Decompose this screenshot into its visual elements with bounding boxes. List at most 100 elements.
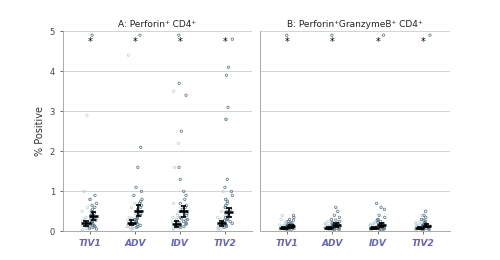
Point [136, 213, 144, 217]
Point [330, 226, 338, 230]
Point [222, 203, 230, 207]
Point [132, 219, 140, 224]
Point [221, 222, 229, 226]
Point [131, 217, 139, 222]
Point [278, 226, 286, 230]
Point [176, 201, 184, 205]
Point [280, 224, 287, 228]
Point [214, 225, 222, 230]
Point [132, 220, 140, 225]
Point [177, 225, 185, 230]
Point [130, 193, 138, 197]
Point [278, 213, 286, 217]
Point [132, 220, 140, 225]
Point [416, 219, 424, 224]
Point [222, 223, 230, 228]
Point [284, 228, 292, 232]
Point [175, 220, 183, 225]
Point [86, 197, 94, 202]
Point [286, 226, 294, 230]
Point [422, 222, 430, 226]
Point [83, 225, 91, 229]
Point [170, 228, 177, 232]
Point [88, 220, 96, 224]
Point [170, 201, 177, 205]
Point [180, 189, 188, 193]
Point [175, 165, 183, 170]
Point [88, 223, 96, 227]
Point [175, 81, 183, 85]
Point [226, 219, 234, 224]
Point [138, 189, 145, 193]
Point [284, 222, 292, 226]
Point [217, 228, 225, 232]
Point [324, 225, 332, 230]
Point [374, 217, 382, 222]
Point [134, 207, 141, 211]
Point [88, 33, 96, 37]
Point [326, 225, 334, 229]
Point [220, 224, 228, 228]
Point [366, 223, 374, 228]
Point [281, 223, 289, 228]
Point [132, 218, 140, 222]
Text: *: * [88, 37, 92, 47]
Point [134, 217, 141, 221]
Point [368, 228, 376, 232]
Point [88, 203, 96, 207]
Point [176, 209, 184, 213]
Point [418, 213, 426, 217]
Point [222, 73, 230, 77]
Point [228, 193, 236, 197]
Point [136, 205, 144, 210]
Point [426, 33, 434, 37]
Point [136, 145, 144, 149]
Point [366, 227, 374, 231]
Point [182, 218, 190, 222]
Point [183, 211, 191, 216]
Point [87, 225, 95, 229]
Point [412, 225, 420, 229]
Point [286, 221, 294, 225]
Point [176, 215, 184, 219]
Point [418, 228, 426, 232]
Point [218, 225, 226, 229]
Point [373, 218, 381, 222]
Point [290, 223, 298, 227]
Point [374, 224, 382, 228]
Point [287, 227, 295, 231]
Point [368, 228, 376, 232]
Point [380, 227, 388, 231]
Point [221, 185, 229, 190]
Point [178, 129, 186, 133]
Point [333, 226, 341, 230]
Point [374, 217, 382, 222]
Point [224, 199, 232, 203]
Point [290, 213, 298, 217]
Point [290, 215, 298, 219]
Point [132, 213, 140, 217]
Point [86, 197, 94, 202]
Point [377, 224, 385, 228]
Point [420, 227, 428, 231]
Y-axis label: % Positive: % Positive [36, 106, 46, 156]
Point [130, 219, 138, 224]
Point [418, 228, 426, 232]
Point [136, 199, 144, 203]
Point [414, 222, 422, 226]
Point [289, 225, 297, 229]
Point [374, 219, 382, 224]
Point [172, 217, 180, 222]
Point [216, 217, 224, 222]
Point [86, 222, 94, 226]
Point [225, 211, 233, 216]
Point [82, 220, 90, 224]
Point [224, 213, 232, 217]
Point [136, 211, 144, 216]
Point [83, 113, 91, 117]
Point [330, 225, 338, 229]
Point [279, 229, 287, 233]
Point [324, 219, 332, 224]
Point [182, 221, 190, 225]
Point [174, 223, 182, 227]
